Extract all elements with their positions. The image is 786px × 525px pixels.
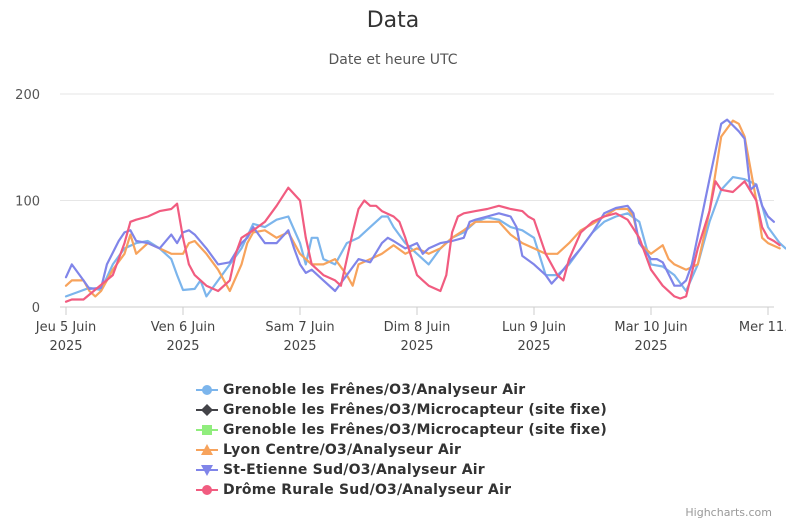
series-line-4[interactable] bbox=[64, 118, 775, 293]
legend-item-2[interactable]: Grenoble les Frênes/O3/Microcapteur (sit… bbox=[196, 420, 607, 440]
series-line-3[interactable] bbox=[64, 119, 781, 298]
y-tick-label: 200 bbox=[15, 88, 40, 103]
chart-title: Data bbox=[366, 8, 420, 33]
triangle-down-marker-icon bbox=[196, 465, 218, 476]
line-chart: 0 100 200 Jeu 5 Juin 2025 Ven 6 Juin 2025 Sam … bbox=[15, 88, 786, 354]
legend-label: Grenoble les Frênes/O3/Analyseur Air bbox=[223, 382, 526, 398]
legend-label: Lyon Centre/O3/Analyseur Air bbox=[223, 442, 462, 458]
x-tick-label: Mer 11… bbox=[739, 320, 786, 335]
series-group bbox=[64, 118, 786, 303]
legend-label: Grenoble les Frênes/O3/Microcapteur (sit… bbox=[223, 402, 607, 418]
x-tick-label: Jeu 5 Juin bbox=[35, 320, 97, 335]
legend-item-0[interactable]: Grenoble les Frênes/O3/Analyseur Air bbox=[196, 380, 607, 400]
legend-item-1[interactable]: Grenoble les Frênes/O3/Microcapteur (sit… bbox=[196, 400, 607, 420]
chart-subtitle: Date et heure UTC bbox=[328, 52, 458, 68]
x-tick-label: Ven 6 Juin bbox=[151, 320, 216, 335]
legend-label: St-Etienne Sud/O3/Analyseur Air bbox=[223, 462, 485, 478]
x-tick-year: 2025 bbox=[283, 339, 316, 354]
legend-item-5[interactable]: Drôme Rurale Sud/O3/Analyseur Air bbox=[196, 480, 607, 500]
legend: Grenoble les Frênes/O3/Analyseur Air Gren… bbox=[196, 380, 607, 500]
series-line-0[interactable] bbox=[64, 176, 786, 298]
y-tick-label: 0 bbox=[32, 301, 40, 316]
x-tick-year: 2025 bbox=[400, 339, 433, 354]
triangle-marker-icon bbox=[196, 444, 218, 455]
legend-item-3[interactable]: Lyon Centre/O3/Analyseur Air bbox=[196, 440, 607, 460]
circle-marker-icon bbox=[196, 385, 218, 395]
legend-item-4[interactable]: St-Etienne Sud/O3/Analyseur Air bbox=[196, 460, 607, 480]
x-tick-label: Lun 9 Juin bbox=[502, 320, 566, 335]
x-tick-label: Dim 8 Juin bbox=[384, 320, 451, 335]
series-line-5[interactable] bbox=[64, 180, 781, 303]
x-tick-year: 2025 bbox=[517, 339, 550, 354]
credits-link[interactable]: Highcharts.com bbox=[685, 506, 772, 519]
y-tick-label: 100 bbox=[15, 195, 40, 210]
square-marker-icon bbox=[196, 425, 218, 435]
y-axis-labels: 0 100 200 bbox=[15, 88, 40, 316]
x-tick-year: 2025 bbox=[49, 339, 82, 354]
x-tick-year: 2025 bbox=[634, 339, 667, 354]
x-axis: Jeu 5 Juin 2025 Ven 6 Juin 2025 Sam 7 Juin 20… bbox=[35, 307, 786, 354]
x-tick-label: Mar 10 Juin bbox=[614, 320, 687, 335]
diamond-marker-icon bbox=[196, 404, 218, 416]
legend-label: Drôme Rurale Sud/O3/Analyseur Air bbox=[223, 482, 512, 498]
x-tick-label: Sam 7 Juin bbox=[265, 320, 334, 335]
circle-marker-icon bbox=[196, 485, 218, 495]
x-tick-year: 2025 bbox=[166, 339, 199, 354]
legend-label: Grenoble les Frênes/O3/Microcapteur (sit… bbox=[223, 422, 607, 438]
